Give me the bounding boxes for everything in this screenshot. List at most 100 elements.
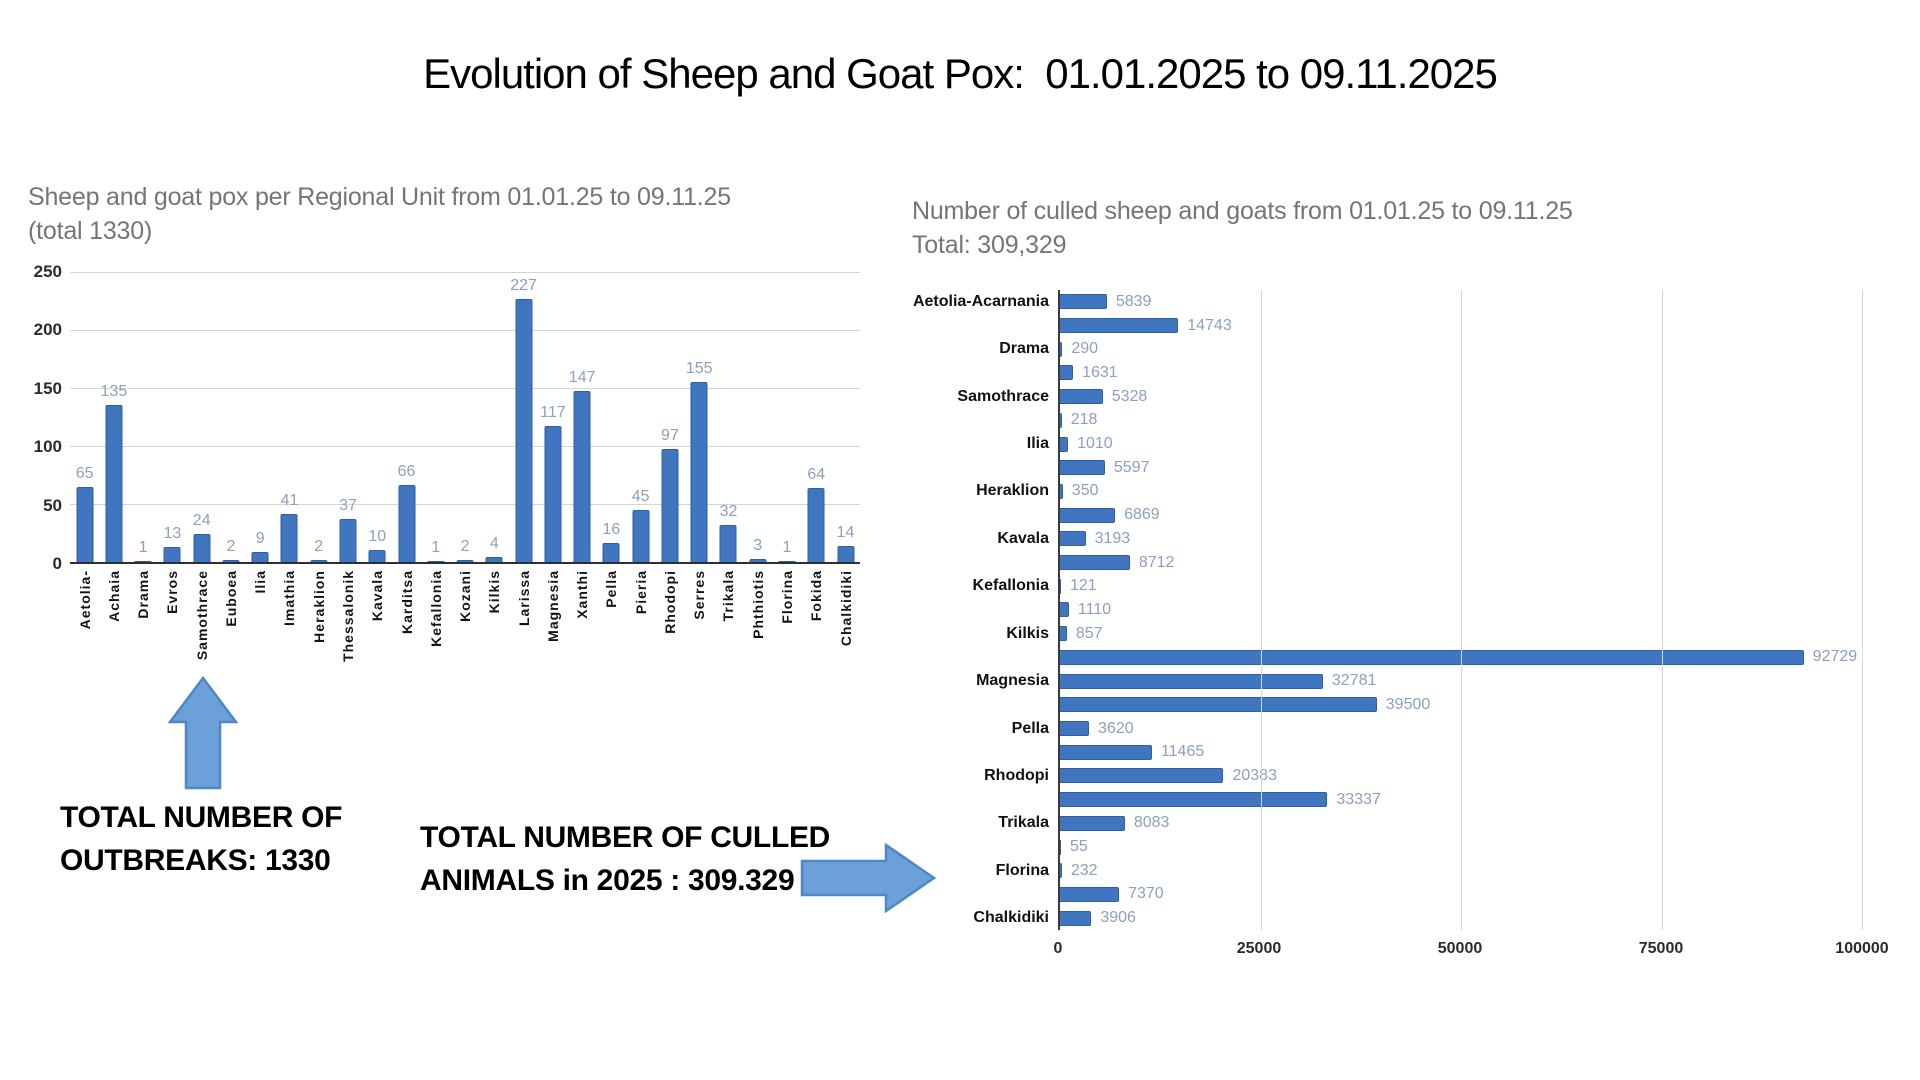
y-tick-label: 50 [43, 495, 62, 515]
bar-value-label: 1110 [1077, 600, 1112, 618]
bar-column: 16 [597, 272, 626, 562]
bar [1060, 792, 1328, 808]
category-label: Ilia [252, 570, 269, 594]
category-label: Kilkis [1006, 624, 1049, 642]
bar-column: 14 [831, 272, 860, 562]
bar-value-label: 147 [568, 369, 596, 387]
bar [485, 557, 503, 562]
bar-value-label: 2 [460, 537, 470, 555]
x-tick-label: 0 [1053, 940, 1063, 957]
outbreaks-annotation: TOTAL NUMBER OF OUTBREAKS: 1330 [60, 796, 342, 882]
category-cell: Kavala [912, 527, 1058, 551]
gridline [1461, 290, 1462, 930]
bar [1060, 294, 1107, 310]
bar [76, 486, 94, 562]
category-cell: Kefallonia [912, 574, 1058, 598]
category-label: Samothrace [957, 387, 1049, 405]
bar-value-label: 14 [836, 523, 855, 541]
bar [222, 559, 240, 562]
bar [251, 551, 269, 562]
bar-column: 66 [392, 272, 421, 562]
bar [1060, 341, 1063, 357]
bar-column: 227 [509, 272, 538, 562]
bar-row: 5839 [1060, 290, 1862, 314]
bar [1060, 744, 1152, 760]
bar-row: 8712 [1060, 551, 1862, 575]
bar [1060, 886, 1120, 902]
category-cell: Kavala [363, 570, 392, 690]
category-cell [912, 693, 1058, 717]
category-cell: Imathia [275, 570, 304, 690]
bar-value-label: 290 [1071, 340, 1099, 358]
category-cell: Chalkidiki [831, 570, 860, 690]
bar-column: 1 [421, 272, 450, 562]
category-label: Kavala [997, 529, 1049, 547]
bar-column: 1 [772, 272, 801, 562]
category-label: Rhodopi [984, 766, 1049, 784]
outbreaks-annotation-line1: TOTAL NUMBER OF [60, 801, 343, 834]
category-label: Serres [691, 570, 708, 620]
bar-row: 92729 [1060, 646, 1862, 670]
bar [1060, 910, 1092, 926]
bar-row: 8083 [1060, 811, 1862, 835]
bar-value-label: 55 [1070, 838, 1088, 856]
bar-column: 41 [275, 272, 304, 562]
bar-column: 155 [685, 272, 714, 562]
gridline [70, 330, 860, 331]
category-cell: Thessalonik [333, 570, 362, 690]
bar-column: 2 [304, 272, 333, 562]
category-cell: Pella [912, 717, 1058, 741]
bar-row: 7370 [1060, 883, 1862, 907]
bar-value-label: 2 [314, 537, 324, 555]
category-label: Florina [995, 861, 1049, 879]
category-cell: Aetolia-Acarnania [912, 290, 1058, 314]
bar-value-label: 20383 [1232, 766, 1277, 784]
bar-value-label: 9 [255, 529, 265, 547]
culled-chart-title: Number of culled sheep and goats from 01… [912, 194, 1862, 262]
category-label: Fokida [808, 570, 825, 622]
bar-column: 13 [158, 272, 187, 562]
category-label: Larissa [515, 570, 532, 627]
culled-chart-title-line1: Number of culled sheep and goats from 01… [912, 197, 1573, 225]
bar-row: 1010 [1060, 432, 1862, 456]
bar-value-label: 92729 [1812, 648, 1858, 666]
bar-value-label: 3193 [1094, 529, 1131, 547]
bar-value-label: 121 [1070, 577, 1097, 595]
category-cell: Karditsa [392, 570, 421, 690]
outbreaks-chart-title: Sheep and goat pox per Regional Unit fro… [28, 180, 860, 248]
bar [1060, 578, 1061, 594]
category-label: Florina [779, 570, 795, 624]
category-label: Xanthi [574, 570, 591, 619]
bar [427, 560, 445, 562]
bar-value-label: 8712 [1138, 553, 1175, 571]
bar [544, 426, 562, 562]
category-label: Heraklion [976, 482, 1049, 500]
bar-value-label: 1 [782, 538, 792, 556]
bar [1060, 436, 1069, 452]
outbreaks-y-axis: 0 50 100 150 200 250 [28, 262, 70, 573]
bar [778, 560, 796, 562]
category-cell: Magnesia [912, 669, 1058, 693]
bar-column: 65 [70, 272, 99, 562]
culled-plot-area: Aetolia-Acarnania Drama Samothrace Ilia Hera… [912, 290, 1863, 930]
category-cell: Heraklion [304, 570, 333, 690]
bar-row: 3193 [1060, 527, 1862, 551]
bar-value-label: 16 [602, 521, 621, 539]
category-label: Chalkidiki [973, 909, 1049, 927]
bar-value-label: 1 [138, 538, 148, 556]
category-cell: Aetolia- [70, 570, 99, 690]
culled-chart: Number of culled sheep and goats from 01… [912, 194, 1889, 966]
category-label: Imathia [281, 570, 298, 627]
bar [1060, 318, 1179, 334]
bar-column: 37 [333, 272, 362, 562]
category-cell [912, 503, 1058, 527]
bar-column: 147 [568, 272, 597, 562]
bar [837, 545, 855, 562]
bar-value-label: 64 [807, 465, 826, 483]
bar-column: 97 [655, 272, 684, 562]
bar-value-label: 33337 [1336, 790, 1381, 808]
bar-column: 24 [187, 272, 216, 562]
bar-value-label: 155 [685, 360, 713, 378]
bar-value-label: 1 [431, 538, 441, 556]
